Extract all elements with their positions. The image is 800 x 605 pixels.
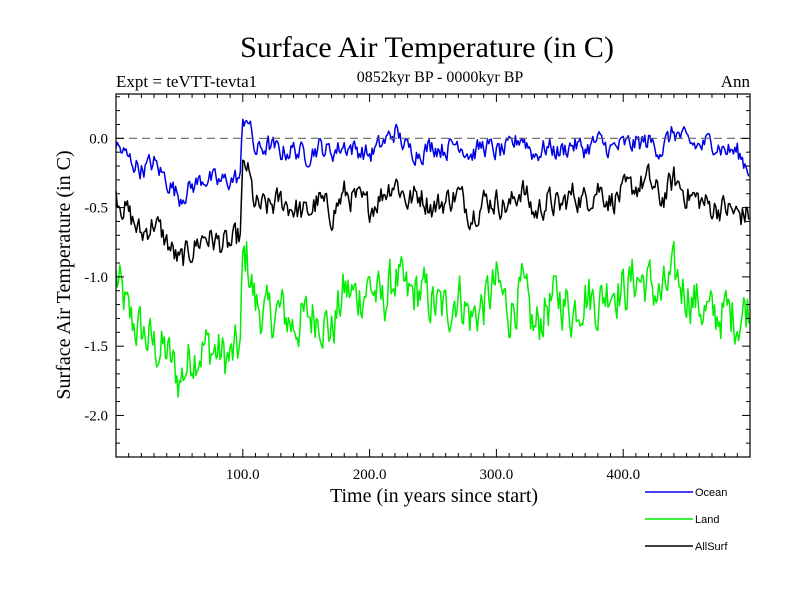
season-label: Ann xyxy=(721,72,751,91)
x-tick-label: 200.0 xyxy=(353,467,387,483)
y-tick-label: -0.5 xyxy=(84,201,108,217)
x-tick-label: 100.0 xyxy=(226,467,260,483)
legend-label-ocean: Ocean xyxy=(695,487,727,499)
y-tick-label: -1.5 xyxy=(84,339,108,355)
legend: Ocean Land AllSurf xyxy=(645,487,728,553)
y-tick-label: -2.0 xyxy=(84,408,108,424)
y-axis-label: Surface Air Temperature (in C) xyxy=(53,150,75,399)
x-tick-label: 400.0 xyxy=(606,467,640,483)
x-axis-label: Time (in years since start) xyxy=(330,485,538,507)
series-line-ocean xyxy=(115,118,750,207)
y-tick-label: -1.0 xyxy=(84,270,108,286)
legend-label-land: Land xyxy=(695,514,719,526)
plot-area: 100.0 200.0 300.0 400.0 0.0 -0.5 -1.0 -1.5 -2.0 xyxy=(84,93,751,483)
chart-title: Surface Air Temperature (in C) xyxy=(240,31,614,64)
legend-label-allsurf: AllSurf xyxy=(695,541,728,553)
x-tick-label: 300.0 xyxy=(480,467,514,483)
time-range-label: 0852kyr BP - 0000kyr BP xyxy=(357,69,524,86)
series-line-land xyxy=(115,240,750,398)
series-line-allsurf xyxy=(115,159,750,267)
experiment-label: Expt = teVTT-tevta1 xyxy=(116,72,257,91)
y-tick-label: 0.0 xyxy=(89,131,108,147)
